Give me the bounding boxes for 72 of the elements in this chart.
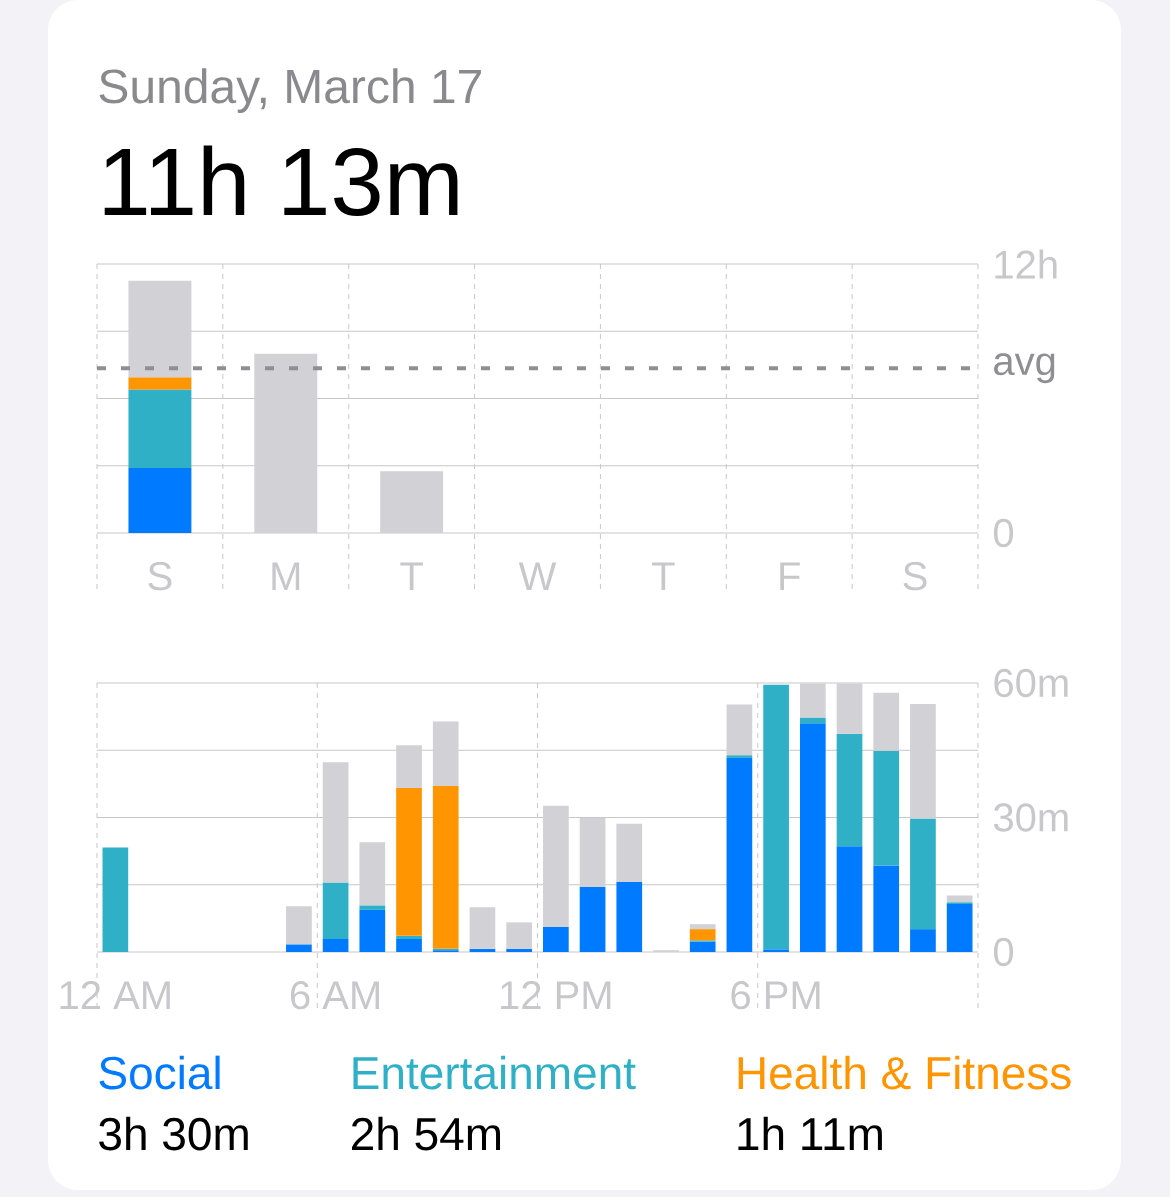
x-tick-label: S — [903, 562, 927, 591]
bar — [359, 905, 386, 910]
bar — [799, 723, 826, 952]
bar — [616, 882, 643, 952]
text: 1h 11m — [738, 1116, 882, 1150]
bar — [432, 786, 459, 949]
x-tick-label: 12 AM — [60, 981, 170, 1009]
bar — [836, 733, 863, 847]
bar — [322, 882, 349, 939]
bar — [396, 935, 422, 939]
bar — [286, 906, 312, 945]
text: Social — [99, 1055, 220, 1090]
ref-line-label: avg — [994, 353, 1055, 384]
bar — [359, 842, 386, 906]
bar — [689, 941, 716, 952]
text: 3h 30m — [99, 1116, 248, 1151]
bar — [726, 755, 753, 758]
x-tick-label: 12 PM — [501, 981, 611, 1009]
bar — [543, 926, 569, 952]
chart-subtitle: Sunday, March 17 — [99, 68, 481, 113]
y-tick-label: 12h — [995, 249, 1057, 279]
bar — [469, 948, 496, 952]
x-tick-label: W — [518, 562, 557, 590]
bar — [469, 907, 496, 949]
bar — [910, 929, 936, 952]
bar — [579, 817, 606, 887]
bar — [910, 704, 936, 819]
bar — [128, 467, 192, 533]
bar — [432, 721, 459, 787]
text: Entertainment — [353, 1055, 636, 1090]
bar — [873, 865, 900, 952]
bar — [396, 938, 422, 952]
bar — [128, 377, 192, 390]
bar — [128, 280, 192, 378]
bar — [543, 805, 569, 927]
y-tick-label: 30m — [993, 803, 1068, 832]
x-tick-label: F — [780, 562, 800, 590]
bar — [506, 922, 532, 949]
y-tick-label: 60m — [994, 668, 1068, 698]
x-tick-label: 6 AM — [290, 981, 379, 1010]
bar — [689, 929, 716, 941]
bar — [726, 704, 753, 756]
bar — [102, 847, 129, 952]
x-tick-label: T — [652, 562, 675, 590]
x-tick-label: 6 PM — [731, 981, 820, 1010]
x-tick-label: M — [272, 562, 300, 590]
bar — [910, 818, 936, 930]
bar — [396, 745, 422, 788]
bar — [946, 904, 973, 952]
bar — [726, 757, 753, 952]
y-tick-label: 0 — [993, 518, 1014, 548]
y-tick-label: 0 — [993, 937, 1014, 967]
bar — [873, 750, 900, 866]
x-tick-label: S — [148, 562, 172, 591]
text: Health & Fitness — [738, 1055, 1071, 1090]
bar — [763, 949, 789, 952]
bar — [763, 684, 789, 950]
x-tick-label: T — [400, 562, 423, 590]
bar — [836, 846, 863, 952]
bar — [286, 944, 312, 952]
bar — [128, 389, 192, 468]
bar — [322, 938, 349, 952]
bar — [616, 823, 643, 883]
bar — [689, 924, 716, 930]
text: 2h 54m — [352, 1116, 501, 1151]
bar — [396, 787, 422, 936]
bar — [322, 762, 349, 883]
bar — [506, 948, 532, 952]
chart-title: 11h 13m — [104, 145, 458, 216]
bar — [579, 886, 606, 952]
bar — [873, 692, 900, 751]
bar — [359, 909, 386, 952]
